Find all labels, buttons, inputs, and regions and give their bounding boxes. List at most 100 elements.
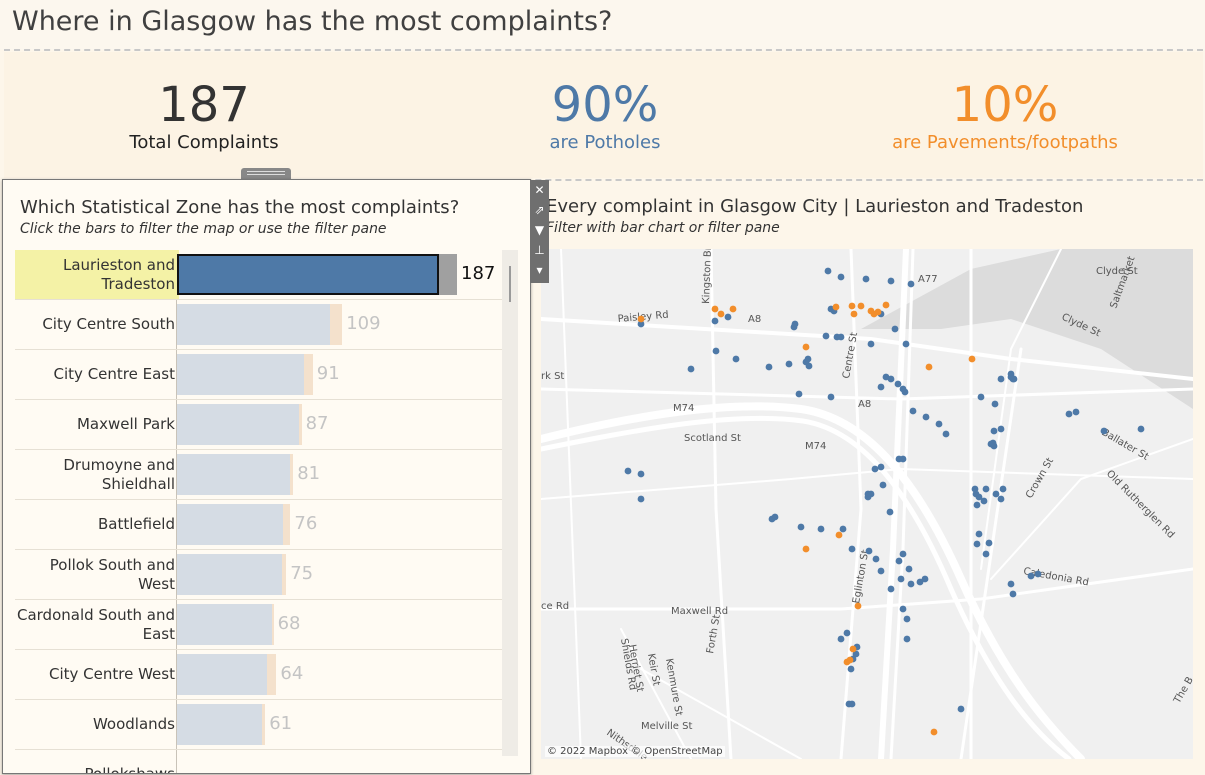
pothole-marker[interactable]: [907, 580, 915, 588]
bar-row[interactable]: Drumoyne and Shieldhall 81: [15, 450, 502, 500]
pothole-marker[interactable]: [843, 629, 851, 637]
bar-row[interactable]: Pollokshaws: [15, 750, 502, 774]
pothole-marker[interactable]: [1007, 580, 1015, 588]
pothole-marker[interactable]: [877, 383, 885, 391]
pothole-marker[interactable]: [865, 547, 873, 555]
pothole-marker[interactable]: [847, 665, 855, 673]
pothole-marker[interactable]: [724, 313, 732, 321]
pothole-marker[interactable]: [839, 525, 847, 533]
pothole-marker[interactable]: [990, 427, 998, 435]
bar-label[interactable]: City Centre South: [42, 315, 175, 333]
bar-label[interactable]: City Centre West: [49, 665, 175, 683]
pothole-marker[interactable]: [887, 375, 895, 383]
pavement-marker[interactable]: [968, 355, 976, 363]
bar[interactable]: [177, 404, 299, 445]
pavement-marker[interactable]: [874, 308, 882, 316]
bar-row[interactable]: Battlefield 76: [15, 500, 502, 550]
pothole-marker[interactable]: [887, 585, 895, 593]
bar[interactable]: [177, 604, 273, 645]
pothole-marker[interactable]: [768, 515, 776, 523]
pothole-marker[interactable]: [824, 267, 832, 275]
bar-label[interactable]: Maxwell Park: [76, 415, 175, 433]
pothole-marker[interactable]: [712, 347, 720, 355]
pavement-marker[interactable]: [802, 343, 810, 351]
pin-icon[interactable]: ⊥: [534, 243, 545, 257]
pothole-marker[interactable]: [765, 363, 773, 371]
bar-label[interactable]: Woodlands: [92, 715, 175, 733]
pothole-marker[interactable]: [637, 470, 645, 478]
pothole-marker[interactable]: [907, 280, 915, 288]
pavement-marker[interactable]: [717, 310, 725, 318]
pothole-marker[interactable]: [922, 413, 930, 421]
bar[interactable]: [177, 254, 439, 295]
pavement-marker[interactable]: [637, 315, 645, 323]
bar-label[interactable]: Pollokshaws: [84, 765, 175, 774]
pavement-marker[interactable]: [729, 305, 737, 313]
pothole-marker[interactable]: [909, 407, 917, 415]
pothole-marker[interactable]: [935, 420, 943, 428]
bar-label[interactable]: City Centre East: [53, 365, 175, 383]
pothole-marker[interactable]: [848, 700, 856, 708]
pothole-marker[interactable]: [785, 360, 793, 368]
pothole-marker[interactable]: [1065, 410, 1073, 418]
pavement-marker[interactable]: [854, 602, 862, 610]
bar-label[interactable]: Cardonald South and East: [16, 605, 175, 643]
bar[interactable]: [177, 554, 282, 595]
pothole-marker[interactable]: [805, 362, 813, 370]
pothole-marker[interactable]: [895, 557, 903, 565]
pothole-marker[interactable]: [795, 390, 803, 398]
pothole-marker[interactable]: [711, 317, 719, 325]
pothole-marker[interactable]: [837, 333, 845, 341]
pavement-marker[interactable]: [832, 303, 840, 311]
pothole-marker[interactable]: [872, 555, 880, 563]
pothole-marker[interactable]: [837, 635, 845, 643]
pothole-marker[interactable]: [901, 388, 909, 396]
pothole-marker[interactable]: [624, 467, 632, 475]
pothole-marker[interactable]: [732, 355, 740, 363]
pothole-marker[interactable]: [797, 523, 805, 531]
pothole-marker[interactable]: [837, 273, 845, 281]
bar[interactable]: [177, 304, 330, 345]
pothole-marker[interactable]: [891, 325, 899, 333]
pothole-marker[interactable]: [894, 380, 902, 388]
pothole-marker[interactable]: [886, 508, 894, 516]
pothole-marker[interactable]: [903, 635, 911, 643]
pothole-marker[interactable]: [1009, 590, 1017, 598]
bar-row[interactable]: City Centre South 109: [15, 300, 502, 350]
pavement-marker[interactable]: [843, 658, 851, 666]
bar[interactable]: [177, 454, 291, 495]
bar[interactable]: [177, 654, 267, 695]
bar[interactable]: [177, 354, 305, 395]
pothole-marker[interactable]: [827, 393, 835, 401]
chart-scrollbar[interactable]: [502, 250, 518, 756]
pothole-marker[interactable]: [852, 650, 860, 658]
open-external-icon[interactable]: ⇗: [534, 203, 545, 217]
bar-row[interactable]: Maxwell Park 87: [15, 400, 502, 450]
pavement-marker[interactable]: [835, 531, 843, 539]
pothole-marker[interactable]: [848, 545, 856, 553]
pothole-marker[interactable]: [921, 575, 929, 583]
pothole-marker[interactable]: [867, 340, 875, 348]
pothole-marker[interactable]: [637, 320, 645, 328]
bar-row[interactable]: City Centre West 64: [15, 650, 502, 700]
pavement-marker[interactable]: [711, 305, 719, 313]
pothole-marker[interactable]: [822, 332, 830, 340]
pothole-marker[interactable]: [973, 501, 981, 509]
pothole-marker[interactable]: [1100, 427, 1108, 435]
pavement-marker[interactable]: [930, 728, 938, 736]
bar-label[interactable]: Drumoyne and Shieldhall: [63, 455, 175, 493]
pothole-marker[interactable]: [982, 485, 990, 493]
close-icon[interactable]: ✕: [534, 183, 545, 197]
pothole-marker[interactable]: [862, 275, 870, 283]
pothole-marker[interactable]: [977, 393, 985, 401]
bar-label[interactable]: Pollok South and West: [49, 555, 175, 593]
pothole-marker[interactable]: [1072, 408, 1080, 416]
pothole-marker[interactable]: [903, 615, 911, 623]
drag-handle[interactable]: [241, 168, 291, 181]
pothole-marker[interactable]: [982, 550, 990, 558]
pavement-marker[interactable]: [849, 645, 857, 653]
scrollbar-thumb[interactable]: [509, 266, 511, 302]
pothole-marker[interactable]: [877, 463, 885, 471]
bar-row[interactable]: Cardonald South and East 68: [15, 600, 502, 650]
bar-row[interactable]: Pollok South and West 75: [15, 550, 502, 600]
